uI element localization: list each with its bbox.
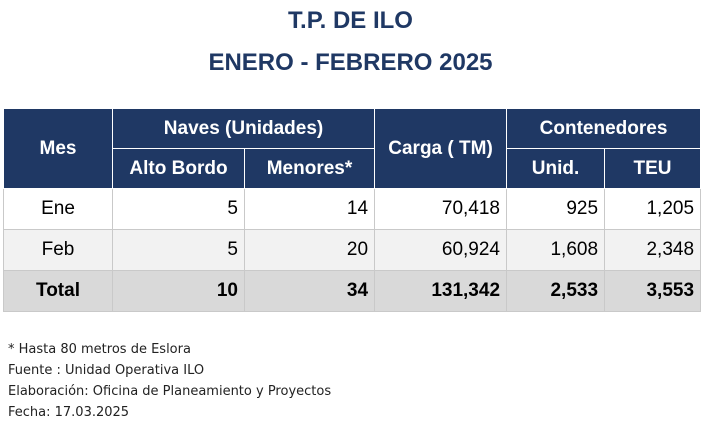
footnote-elaboracion: Elaboración: Oficina de Planeamiento y P… — [8, 384, 332, 399]
table-row: Feb 5 20 60,924 1,608 2,348 — [3, 229, 701, 271]
cell-unid: 925 — [506, 188, 606, 230]
total-row: Total 10 34 131,342 2,533 3,553 — [3, 270, 701, 312]
cell-teu: 1,205 — [604, 188, 701, 230]
header-mes: Mes — [3, 108, 113, 189]
cell-alto-bordo: 5 — [112, 229, 245, 271]
header-contenedores: Contenedores — [506, 108, 701, 149]
port-statistics-table: Mes Naves (Unidades) Carga ( TM) Contene… — [3, 108, 701, 312]
cell-carga: 70,418 — [374, 188, 508, 230]
cell-total-unid: 2,533 — [506, 270, 606, 312]
table-row: Ene 5 14 70,418 925 1,205 — [3, 188, 701, 230]
header-menores: Menores* — [243, 148, 376, 189]
header-teu: TEU — [604, 148, 701, 189]
cell-mes: Ene — [3, 188, 113, 230]
cell-total-carga: 131,342 — [374, 270, 508, 312]
cell-mes: Feb — [3, 229, 113, 271]
footnote-fuente: Fuente : Unidad Operativa ILO — [8, 363, 205, 378]
cell-total-teu: 3,553 — [604, 270, 701, 312]
cell-teu: 2,348 — [604, 229, 701, 271]
report-title: T.P. DE ILO — [288, 7, 413, 34]
footnote-fecha: Fecha: 17.03.2025 — [8, 405, 130, 420]
cell-total-label: Total — [3, 270, 113, 312]
cell-menores: 14 — [243, 188, 376, 230]
cell-menores: 20 — [243, 229, 376, 271]
header-alto-bordo: Alto Bordo — [112, 148, 245, 189]
footnotes: * Hasta 80 metros de Eslora Fuente : Uni… — [8, 339, 331, 423]
cell-alto-bordo: 5 — [112, 188, 245, 230]
header-unid: Unid. — [506, 148, 606, 189]
cell-carga: 60,924 — [374, 229, 508, 271]
cell-total-menores: 34 — [243, 270, 376, 312]
cell-total-alto-bordo: 10 — [112, 270, 245, 312]
header-carga: Carga ( TM) — [374, 108, 508, 189]
footnote-eslora: * Hasta 80 metros de Eslora — [8, 342, 191, 357]
cell-unid: 1,608 — [506, 229, 606, 271]
report-subtitle: ENERO - FEBRERO 2025 — [208, 49, 493, 76]
header-naves: Naves (Unidades) — [111, 108, 376, 149]
